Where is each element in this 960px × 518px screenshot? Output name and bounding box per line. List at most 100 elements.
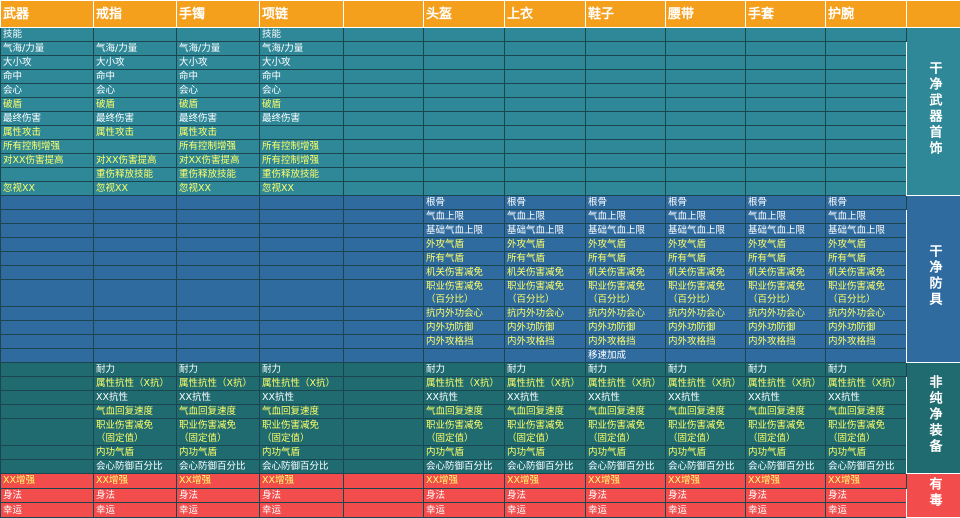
table-row: 最终伤害最终伤害最终伤害最终伤害 <box>1 112 960 126</box>
cell: 职业伤害减免 （百分比） <box>505 280 586 307</box>
section-label-text: 有毒 <box>925 477 943 509</box>
cell: 气血回复速度 <box>505 405 586 419</box>
cell: 基础气血上限 <box>424 224 505 238</box>
cell <box>746 168 826 182</box>
cell <box>260 307 344 321</box>
cell <box>344 349 424 363</box>
cell: 基础气血上限 <box>746 224 826 238</box>
cell: 忽视XX <box>1 182 94 196</box>
cell <box>586 56 666 70</box>
cell: 职业伤害减免 （固定值） <box>424 419 505 446</box>
cell <box>1 391 94 405</box>
cell <box>1 363 94 377</box>
cell <box>505 182 586 196</box>
cell <box>260 280 344 307</box>
cell <box>260 238 344 252</box>
cell <box>424 112 505 126</box>
cell <box>344 126 424 140</box>
cell: 属性抗性（X抗） <box>666 377 746 391</box>
header-cell: 戒指 <box>94 1 177 28</box>
cell: 身法 <box>586 488 666 503</box>
cell <box>666 28 746 42</box>
cell <box>586 112 666 126</box>
cell <box>826 28 907 42</box>
cell <box>746 349 826 363</box>
cell: 气血回复速度 <box>826 405 907 419</box>
cell: 职业伤害减免 （固定值） <box>94 419 177 446</box>
cell <box>94 28 177 42</box>
cell: 属性抗性（X抗） <box>505 377 586 391</box>
cell <box>1 405 94 419</box>
cell <box>344 391 424 405</box>
cell: 耐力 <box>260 363 344 377</box>
header-cell: 手套 <box>746 1 826 28</box>
cell: 外攻气盾 <box>424 238 505 252</box>
cell <box>826 112 907 126</box>
cell: 外攻气盾 <box>746 238 826 252</box>
table-row: 耐力耐力耐力耐力耐力耐力耐力耐力耐力非纯净装备 <box>1 363 960 377</box>
cell: 技能 <box>1 28 94 42</box>
cell: 最终伤害 <box>260 112 344 126</box>
cell: 耐力 <box>94 363 177 377</box>
cell: 内外攻格挡 <box>826 335 907 349</box>
cell: 幸运 <box>505 503 586 518</box>
cell <box>260 196 344 210</box>
cell <box>94 210 177 224</box>
cell <box>586 28 666 42</box>
cell: 会心防御百分比 <box>260 460 344 474</box>
cell: 属性抗性（X抗） <box>424 377 505 391</box>
cell: 气血回复速度 <box>424 405 505 419</box>
cell <box>344 238 424 252</box>
table-row: 对XX伤害提高对XX伤害提高对XX伤害提高所有控制增强 <box>1 154 960 168</box>
cell: 根骨 <box>505 196 586 210</box>
cell <box>1 224 94 238</box>
cell <box>344 280 424 307</box>
cell <box>344 112 424 126</box>
cell <box>344 154 424 168</box>
cell <box>177 280 260 307</box>
cell <box>586 42 666 56</box>
cell: 气海/力量 <box>1 42 94 56</box>
cell: 抗内外功会心 <box>586 307 666 321</box>
cell: 对XX伤害提高 <box>94 154 177 168</box>
cell: 身法 <box>177 488 260 503</box>
cell <box>666 140 746 154</box>
cell: 内外功防御 <box>826 321 907 335</box>
cell <box>344 488 424 503</box>
cell: 外攻气盾 <box>586 238 666 252</box>
cell: 会心防御百分比 <box>826 460 907 474</box>
cell <box>260 210 344 224</box>
cell: XX增强 <box>826 474 907 489</box>
cell: 外攻气盾 <box>826 238 907 252</box>
cell: 大小攻 <box>94 56 177 70</box>
cell: 破盾 <box>177 98 260 112</box>
header-cell <box>907 1 960 28</box>
table-row: 会心防御百分比会心防御百分比会心防御百分比会心防御百分比会心防御百分比会心防御百… <box>1 460 960 474</box>
cell <box>424 168 505 182</box>
cell <box>344 182 424 196</box>
cell <box>586 182 666 196</box>
cell: 职业伤害减免 （固定值） <box>260 419 344 446</box>
cell: 所有气盾 <box>666 252 746 266</box>
cell <box>746 28 826 42</box>
section-label-text: 干净武器首饰 <box>925 61 943 157</box>
cell: 外攻气盾 <box>505 238 586 252</box>
section-label-text: 干净防具 <box>925 244 943 308</box>
cell <box>746 182 826 196</box>
cell: 气血回复速度 <box>177 405 260 419</box>
cell: 所有气盾 <box>505 252 586 266</box>
cell <box>746 126 826 140</box>
cell <box>344 196 424 210</box>
cell: 会心 <box>94 84 177 98</box>
table-row: 属性抗性（X抗）属性抗性（X抗）属性抗性（X抗）属性抗性（X抗）属性抗性（X抗）… <box>1 377 960 391</box>
cell <box>344 460 424 474</box>
cell <box>177 224 260 238</box>
cell <box>177 266 260 280</box>
cell: XX抗性 <box>826 391 907 405</box>
cell: 身法 <box>1 488 94 503</box>
cell: 内外攻格挡 <box>666 335 746 349</box>
cell <box>666 168 746 182</box>
cell <box>505 56 586 70</box>
